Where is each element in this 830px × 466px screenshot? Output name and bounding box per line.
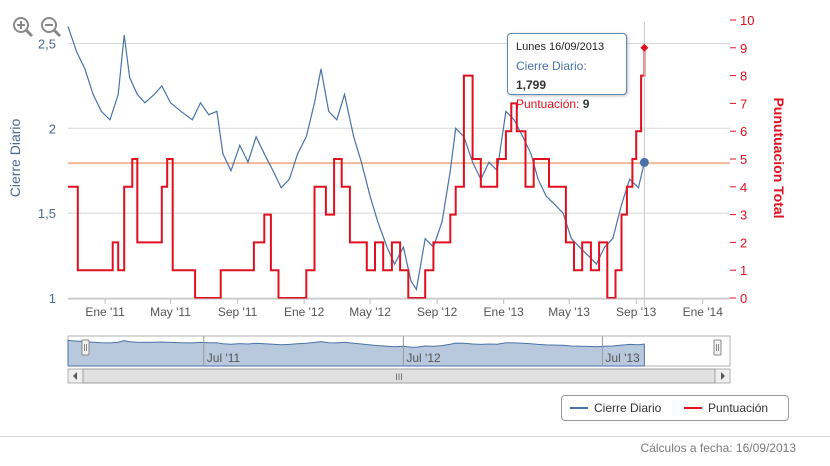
x-tick-label: Ene '14 (683, 305, 724, 319)
tooltip-title: Lunes 16/09/2013 (516, 41, 605, 53)
x-tick-label: Sep '13 (616, 305, 657, 319)
tooltip: Lunes 16/09/2013 Cierre Diario: 1,799 Pu… (507, 33, 627, 111)
y-right-tick-label: 5 (740, 152, 747, 167)
y-right-tick-label: 0 (740, 291, 747, 306)
y-right-tick-label: 6 (740, 124, 747, 139)
tooltip-close-label: Cierre Diario (516, 59, 584, 73)
y-right-tick-label: 8 (740, 69, 747, 84)
legend-swatch-score (684, 407, 702, 409)
navigator: Jul '11 Jul '12 Jul '13 III (67, 335, 731, 384)
y-right-axis-title: Punutuacion Total (771, 97, 787, 218)
y-left-tick-label: 2 (49, 121, 56, 136)
navigator-area (67, 339, 645, 367)
tooltip-score-row: Puntuación: 9 (516, 97, 590, 111)
zoom-out-icon[interactable] (40, 16, 62, 38)
legend-label-score: Puntuación (708, 401, 769, 415)
y-right-tick-label: 2 (740, 235, 747, 250)
markers (639, 22, 649, 310)
navigator-label: Jul '13 (605, 351, 640, 365)
y-right-tick-label: 10 (740, 13, 754, 28)
axes: 1 1,5 2 2,5 0 1 2 3 4 5 6 7 8 9 10 Ene '11 May '11 Sep '1… (7, 13, 787, 319)
x-tick-label: Sep '12 (417, 305, 458, 319)
x-tick-label: Ene '13 (484, 305, 525, 319)
zoom-in-icon[interactable] (12, 16, 34, 38)
tooltip-score-label: Puntuación (516, 97, 577, 111)
x-tick-label: Ene '12 (284, 305, 325, 319)
scrollbar-grip: III (395, 372, 403, 382)
legend: Cierre Diario Puntuación (561, 395, 789, 421)
series-line-score (68, 47, 646, 299)
y-right-tick-label: 4 (740, 180, 747, 195)
scroll-left-arrow[interactable] (73, 372, 77, 380)
navigator-handle-left[interactable] (81, 339, 90, 356)
legend-item-close[interactable]: Cierre Diario (570, 401, 661, 415)
y-left-axis-title: Cierre Diario (7, 119, 23, 198)
y-right-tick-label: 7 (740, 96, 747, 111)
legend-swatch-close (570, 407, 588, 409)
tooltip-close-value: 1,799 (516, 78, 547, 92)
x-tick-label: May '13 (548, 305, 590, 319)
marker-score (640, 43, 649, 52)
legend-label-close: Cierre Diario (594, 401, 662, 415)
marker-close (639, 157, 649, 167)
footer-divider (0, 436, 830, 437)
y-right-tick-label: 9 (740, 41, 747, 56)
x-tick-label: Sep '11 (218, 305, 258, 319)
x-tick-label: Ene '11 (85, 305, 125, 319)
legend-item-score[interactable]: Puntuación (684, 401, 768, 415)
tooltip-score-value: 9 (582, 97, 590, 111)
y-right-tick-label: 1 (740, 263, 747, 278)
navigator-label: Jul '12 (406, 351, 441, 365)
y-left-tick-label: 1,5 (38, 206, 56, 221)
calc-date: Cálculos a fecha: 16/09/2013 (640, 441, 796, 455)
x-tick-label: May '12 (349, 305, 391, 319)
navigator-label: Jul '11 (207, 351, 241, 365)
series-layer (67, 26, 646, 299)
navigator-handle-right[interactable] (713, 339, 722, 356)
scrollbar-thumb[interactable] (82, 368, 716, 384)
series-line-close (67, 26, 645, 292)
y-left-tick-label: 1 (49, 291, 56, 306)
tooltip-close-row: Cierre Diario: 1,799 (516, 59, 587, 92)
y-left-tick-label: 2,5 (38, 36, 56, 51)
x-tick-label: May '11 (150, 305, 191, 319)
scroll-right-arrow[interactable] (721, 372, 725, 380)
y-right-tick-label: 3 (740, 208, 747, 223)
